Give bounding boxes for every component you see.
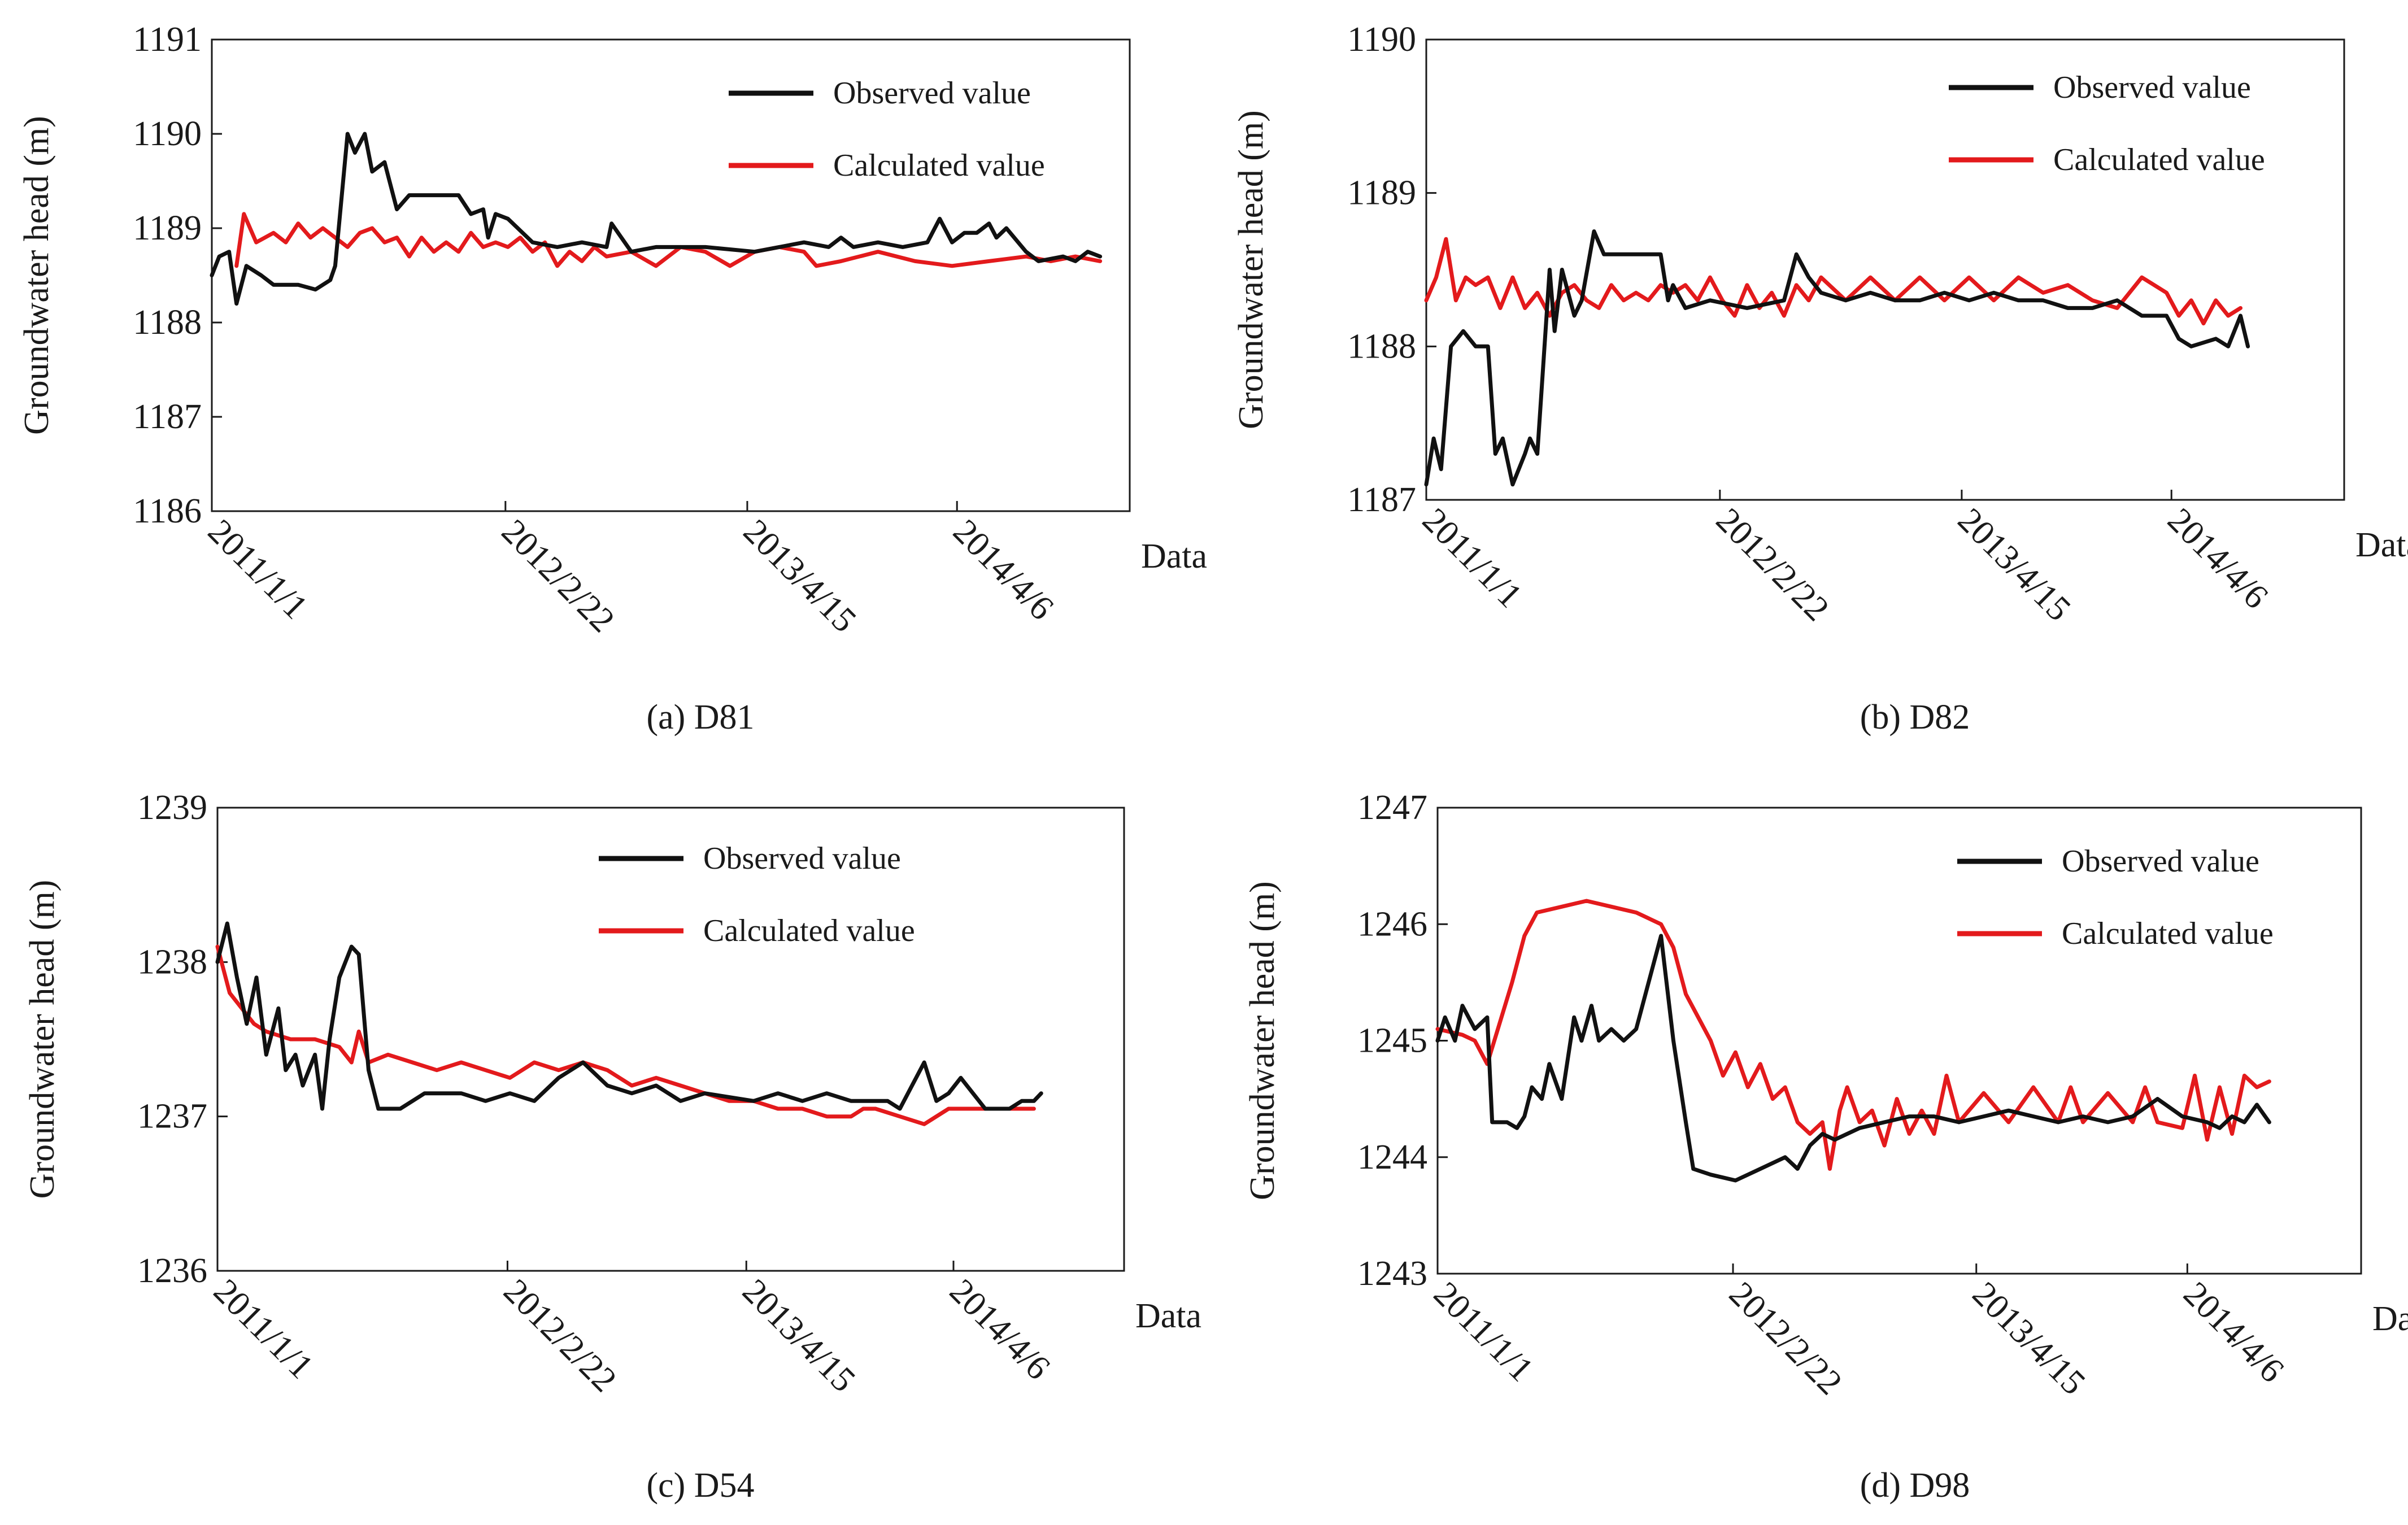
y-tick-label: 1191 — [133, 20, 202, 59]
legend-label: Calculated value — [2053, 142, 2265, 177]
legend: Observed value Calculated value — [1949, 70, 2265, 177]
observed-series-line — [210, 132, 1103, 306]
y-tick-label: 1190 — [133, 115, 202, 153]
legend-label: Observed value — [2062, 844, 2259, 879]
x-tick-label: 2012/2/22 — [494, 512, 622, 640]
calculated-series-line — [1424, 237, 2242, 326]
legend: Observed value Calculated value — [729, 76, 1045, 183]
y-tick-label: 1188 — [133, 303, 202, 342]
chart-caption: (b) D82 — [1860, 698, 1970, 737]
x-tick-label: 2011/1/1 — [206, 1272, 320, 1386]
y-axis-label: Groundwater head (m) — [18, 116, 56, 435]
chart-caption: (a) D81 — [646, 698, 754, 737]
x-tick-label: 2012/2/22 — [1722, 1275, 1849, 1402]
x-tick-label: 2013/4/15 — [735, 1272, 863, 1400]
y-tick-label: 1237 — [137, 1097, 207, 1136]
y-tick-label: 1244 — [1357, 1138, 1427, 1177]
y-tick-label: 1187 — [133, 398, 202, 436]
legend-label: Observed value — [2053, 70, 2251, 105]
chart-caption: (c) D54 — [646, 1466, 754, 1505]
x-axis-label: Data — [1141, 537, 1207, 576]
legend-label: Calculated value — [703, 913, 915, 948]
plot-frame — [216, 807, 1125, 1272]
calculated-series-line — [234, 212, 1103, 268]
y-tick-label: 1247 — [1357, 788, 1427, 827]
chart-panel-4: 1243 1244 1245 1246 1247 2011/1/1 2012/2/22 201… — [1243, 788, 2408, 1505]
y-tick-label: 1190 — [1347, 20, 1416, 59]
y-tick-label: 1246 — [1357, 905, 1427, 943]
x-tick-label: 2012/2/22 — [1709, 501, 1836, 629]
y-tick-label: 1236 — [137, 1252, 207, 1290]
legend-label: Calculated value — [2062, 916, 2274, 951]
y-axis-label: Groundwater head (m) — [23, 880, 62, 1199]
x-tick-label: 2014/4/6 — [946, 512, 1061, 628]
y-tick-label: 1189 — [133, 209, 202, 247]
y-axis-label: Groundwater head (m) — [1232, 110, 1270, 429]
y-tick-label: 1239 — [137, 788, 207, 827]
chart-caption: (d) D98 — [1860, 1466, 1970, 1505]
x-axis-label: Data — [1135, 1297, 1201, 1335]
legend: Observed value Calculated value — [1957, 844, 2274, 951]
y-tick-label: 1186 — [133, 492, 202, 530]
y-tick-label: 1189 — [1347, 174, 1416, 212]
x-tick-label: 2012/2/22 — [497, 1272, 624, 1400]
x-tick-label: 2011/1/1 — [1415, 501, 1529, 615]
y-axis-label: Groundwater head (m) — [1243, 881, 1282, 1200]
legend-label: Observed value — [703, 841, 901, 876]
y-tick-label: 1243 — [1357, 1254, 1427, 1293]
x-tick-label: 2011/1/1 — [201, 512, 315, 626]
plot-frame — [1425, 38, 2345, 501]
calculated-series-line — [1435, 899, 2271, 1171]
x-axis-label: Data — [2355, 526, 2408, 564]
x-tick-label: 2014/4/6 — [942, 1272, 1057, 1387]
x-tick-label: 2014/4/6 — [2176, 1275, 2291, 1390]
observed-series-line — [1424, 229, 2250, 487]
calculated-series-line — [215, 944, 1036, 1126]
x-tick-label: 2014/4/6 — [2160, 501, 2275, 616]
chart-panel-2: 1187 1188 1189 1190 2011/1/1 2012/2/22 2013/4/… — [1232, 20, 2408, 737]
y-tick-label: 1245 — [1357, 1022, 1427, 1060]
x-tick-label: 2013/4/15 — [1965, 1275, 2093, 1402]
chart-panel-3: 1236 1237 1238 1239 2011/1/1 2012/2/22 2013/4/… — [23, 788, 1201, 1505]
x-axis-label: Data — [2372, 1300, 2408, 1338]
observed-series-line — [215, 921, 1043, 1111]
x-tick-label: 2013/4/15 — [736, 512, 864, 640]
legend-label: Observed value — [833, 76, 1031, 111]
legend: Observed value Calculated value — [599, 841, 915, 948]
y-tick-label: 1188 — [1347, 327, 1416, 365]
chart-panel-1: 1186 1187 1188 1189 1190 1191 2011/1/1 2012/2/2… — [18, 20, 1207, 737]
x-tick-label: 2011/1/1 — [1426, 1275, 1540, 1389]
y-tick-label: 1238 — [137, 943, 207, 981]
observed-series-line — [1435, 934, 2271, 1183]
legend-label: Calculated value — [833, 148, 1045, 183]
y-tick-label: 1187 — [1347, 481, 1416, 519]
x-tick-label: 2013/4/15 — [1950, 501, 2078, 629]
